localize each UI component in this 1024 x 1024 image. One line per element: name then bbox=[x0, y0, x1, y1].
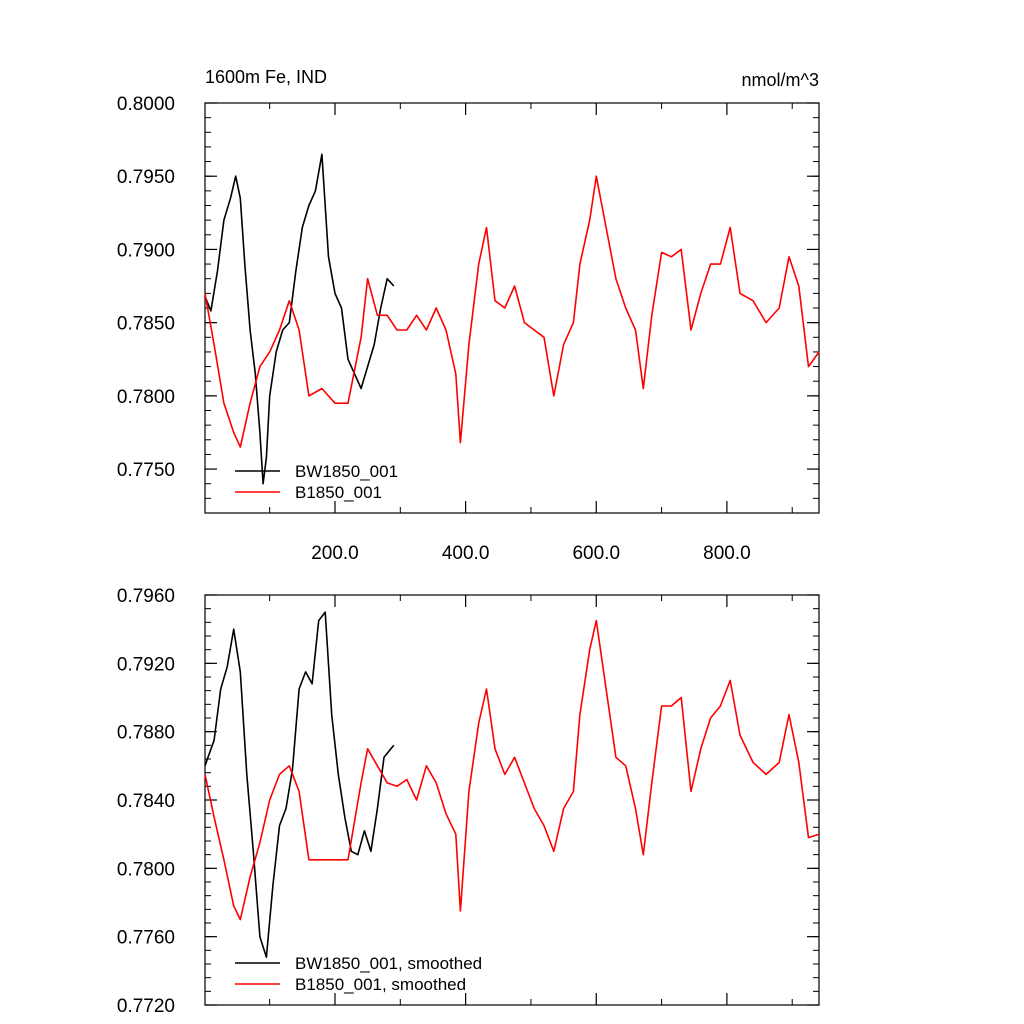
x-tick-label: 400.0 bbox=[442, 543, 490, 564]
bottom-legend: BW1850_001, smoothed B1850_001, smoothed bbox=[235, 954, 482, 994]
x-tick-label: 200.0 bbox=[311, 543, 359, 564]
top-plot-frame bbox=[204, 102, 820, 514]
y-tick-label: 0.7920 bbox=[117, 654, 175, 675]
legend-label: B1850_001, smoothed bbox=[295, 975, 466, 994]
y-tick-label: 0.7900 bbox=[117, 240, 175, 261]
y-tick-label: 0.7850 bbox=[117, 314, 175, 335]
y-tick-label: 0.7750 bbox=[117, 460, 175, 481]
legend-label: B1850_001 bbox=[295, 483, 382, 502]
series-line-0 bbox=[204, 153, 395, 485]
legend-label: BW1850_001 bbox=[295, 462, 398, 481]
top-series-lines bbox=[204, 153, 820, 485]
y-tick-label: 0.7950 bbox=[117, 167, 175, 188]
y-tick-label: 0.8000 bbox=[117, 94, 175, 115]
top-axis-ticks: 0.7750 0.7800 0.7850 0.7900 0.7950 0.8000 200.… bbox=[117, 94, 819, 564]
y-tick-label: 0.7840 bbox=[117, 791, 175, 812]
bottom-axis-ticks: 0.7720 0.7760 0.7800 0.7840 0.7880 0.7920 0.79… bbox=[117, 586, 819, 1017]
y-tick-label: 0.7760 bbox=[117, 928, 175, 949]
y-tick-label: 0.7880 bbox=[117, 723, 175, 744]
y-tick-label: 0.7800 bbox=[117, 387, 175, 408]
series-line-1 bbox=[204, 175, 820, 448]
bottom-chart-panel: 0.7720 0.7760 0.7800 0.7840 0.7880 0.7920 0.79… bbox=[117, 586, 820, 1017]
legend-label: BW1850_001, smoothed bbox=[295, 954, 482, 973]
y-tick-label: 0.7800 bbox=[117, 859, 175, 880]
top-chart-units-label: nmol/m^3 bbox=[742, 70, 819, 90]
y-tick-label: 0.7720 bbox=[117, 996, 175, 1017]
series-line-1 bbox=[204, 619, 820, 921]
top-legend: BW1850_001 B1850_001 bbox=[235, 462, 398, 502]
series-line-0 bbox=[204, 611, 395, 959]
x-tick-label: 600.0 bbox=[572, 543, 620, 564]
bottom-series-lines bbox=[204, 611, 820, 959]
top-chart-panel: 1600m Fe, IND nmol/m^3 0.7750 0.7800 0.785… bbox=[117, 67, 820, 564]
x-tick-label: 800.0 bbox=[703, 543, 751, 564]
bottom-plot-frame bbox=[204, 594, 820, 1006]
top-chart-title-left: 1600m Fe, IND bbox=[205, 67, 327, 87]
y-tick-label: 0.7960 bbox=[117, 586, 175, 607]
